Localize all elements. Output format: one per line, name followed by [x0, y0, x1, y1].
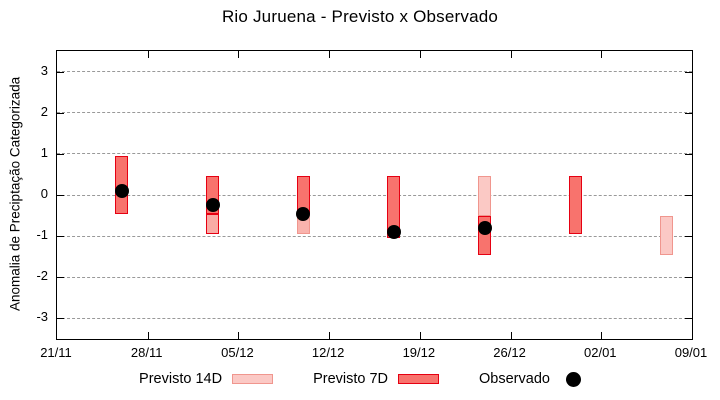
x-tick-mark: [419, 51, 421, 58]
y-tick-label: -3: [36, 309, 48, 325]
x-tick-mark: [147, 332, 149, 339]
y-tick-mark: [685, 112, 692, 114]
y-tick-mark: [57, 71, 64, 73]
x-tick-mark: [238, 51, 240, 58]
gridline: [57, 235, 692, 237]
observado-dot-icon: [565, 371, 581, 387]
y-tick-mark: [685, 71, 692, 73]
gridline: [57, 71, 692, 73]
legend-label-previsto-7d: Previsto 7D: [313, 371, 389, 387]
y-tick-mark: [685, 277, 692, 279]
gridline: [57, 153, 692, 155]
x-tick-mark: [510, 332, 512, 339]
x-tick-mark: [329, 51, 331, 58]
gridline: [57, 112, 692, 114]
forecast-bar-segment: [659, 215, 673, 255]
plot-area: [56, 50, 693, 340]
x-tick-label: 02/01: [584, 345, 617, 360]
y-tick-label: 2: [40, 103, 48, 119]
x-tick-mark: [601, 51, 603, 58]
observed-point: [114, 183, 129, 198]
y-tick-label: 1: [40, 144, 48, 160]
x-tick-label: 28/11: [130, 345, 163, 360]
legend-label-previsto-14d: Previsto 14D: [139, 371, 223, 387]
previsto-14d-swatch-icon: [232, 374, 274, 384]
x-tick-label: 12/12: [311, 345, 345, 360]
y-tick-mark: [57, 277, 64, 279]
y-tick-mark: [57, 153, 64, 155]
y-tick-mark: [685, 236, 692, 238]
observed-point: [296, 206, 311, 221]
y-tick-mark: [685, 153, 692, 155]
x-tick-mark: [329, 332, 331, 339]
x-tick-mark: [601, 332, 603, 339]
y-tick-label: 0: [40, 186, 48, 201]
gridline: [57, 194, 692, 196]
forecast-bar-segment: [568, 176, 582, 235]
y-tick-mark: [685, 318, 692, 320]
y-tick-mark: [57, 318, 64, 320]
y-tick-label: -2: [36, 268, 48, 284]
y-tick-label: 3: [40, 62, 48, 78]
forecast-bar-segment: [206, 213, 219, 235]
x-tick-label: 19/12: [402, 345, 436, 360]
legend-item-previsto-7d: Previsto 7D: [313, 371, 440, 387]
y-tick-mark: [57, 195, 64, 196]
y-tick-mark: [57, 112, 64, 114]
x-tick-label: 26/12: [493, 345, 526, 360]
gridline: [57, 276, 692, 278]
x-tick-mark: [510, 51, 512, 58]
x-tick-mark: [419, 332, 421, 339]
observed-point: [205, 198, 220, 213]
gridline: [57, 317, 692, 319]
forecast-bar-segment: [478, 176, 492, 216]
x-tick-label: 09/01: [674, 345, 708, 360]
legend: Previsto 14D Previsto 7D Observado: [0, 367, 720, 391]
y-tick-mark: [685, 195, 692, 196]
observed-point: [386, 225, 401, 240]
observed-point: [477, 220, 492, 235]
y-tick-mark: [57, 236, 64, 238]
x-tick-mark: [238, 332, 240, 339]
legend-item-observado: Observado: [479, 371, 581, 387]
previsto-7d-swatch-icon: [398, 374, 440, 384]
x-tick-mark: [147, 51, 149, 58]
x-tick-label: 21/11: [40, 345, 72, 360]
x-tick-label: 05/12: [221, 345, 254, 360]
legend-label-observado: Observado: [479, 371, 550, 387]
legend-item-previsto-14d: Previsto 14D: [139, 371, 274, 387]
chart-title: Rio Juruena - Previsto x Observado: [221, 7, 499, 26]
y-tick-label: -1: [36, 227, 48, 243]
